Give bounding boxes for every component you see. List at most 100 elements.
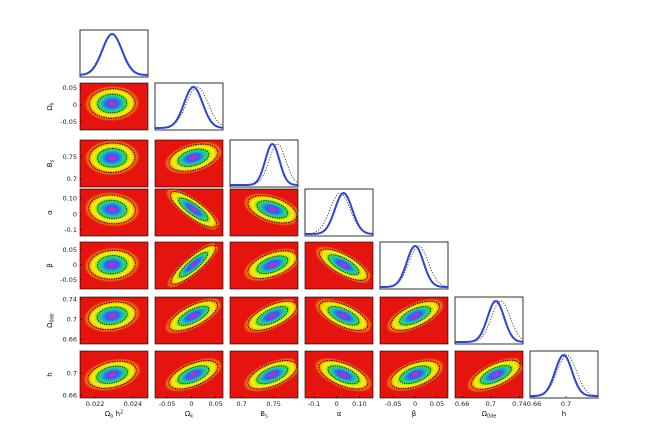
panel-beta-alpha	[304, 241, 374, 290]
panel-beta-ok	[154, 241, 224, 290]
panel-bs-obh2: 0.7 0.75	[63, 139, 149, 188]
density-blob	[167, 241, 220, 288]
panel-frame	[379, 296, 449, 345]
marginal-curve	[380, 245, 449, 288]
x-tick-label: 0.05	[208, 400, 222, 408]
y-tick-label: 0.05	[63, 84, 77, 92]
panel-frame	[304, 241, 374, 290]
y-tick-label: 0	[73, 210, 77, 218]
contour-inner	[97, 147, 128, 168]
contour-inner	[97, 93, 128, 114]
contour-inner	[178, 251, 209, 278]
x-tick-label: -0.05	[385, 400, 402, 408]
panel-h-h: 0.66 0.7	[527, 350, 599, 408]
contour-outer	[318, 300, 369, 332]
contour-inner	[327, 306, 360, 326]
panel-h-alpha: -0.1 0 0.10	[304, 350, 374, 408]
x-tick-label: 0.7	[236, 400, 246, 408]
marginal-curve	[455, 299, 524, 343]
col-label-ok: Ωk	[185, 410, 193, 420]
contour-outer	[87, 301, 137, 331]
density-blob	[243, 298, 301, 334]
contour-inner	[399, 306, 431, 326]
contour-outer	[247, 195, 298, 224]
panel-frame	[79, 188, 149, 237]
panel-grid: -0.05 0 0.05 0.7 0.75 -0.1 0 0.10 -0.05 0 0.05 0.66…	[60, 29, 599, 408]
panel-frame	[79, 350, 149, 399]
contour-inner	[177, 305, 210, 326]
panel-frame	[229, 241, 299, 290]
contour-inner	[177, 148, 210, 167]
contour-inner	[399, 365, 432, 385]
density-blob	[84, 299, 141, 333]
panel-ode-ok	[154, 296, 224, 345]
y-tick-label: 0.75	[63, 153, 77, 161]
panel-h-ode: 0.66 0.7 0.74	[454, 350, 527, 408]
x-tick-label: 0.7	[486, 400, 496, 408]
col-label-bs: Bs	[260, 410, 268, 420]
contour-outer	[318, 359, 369, 390]
contour-outer	[470, 359, 521, 390]
y-tick-label: -0.05	[60, 276, 77, 284]
x-tick-label: 0.66	[527, 400, 541, 408]
panel-ok-ok	[154, 82, 224, 131]
panel-h-bs: 0.7 0.75	[229, 350, 302, 408]
x-tick-label: 0.05	[430, 400, 444, 408]
panel-frame	[454, 350, 524, 399]
y-tick-label: 0.66	[63, 391, 77, 399]
density-blob	[85, 86, 140, 121]
x-tick-label: 0	[335, 400, 339, 408]
x-tick-label: 0.75	[266, 400, 280, 408]
x-tick-label: 0.74	[512, 400, 526, 408]
x-tick-label: 0.022	[86, 400, 105, 408]
contour-outer	[169, 190, 218, 228]
density-blob	[386, 358, 444, 392]
x-tick-label: 0.7	[561, 400, 571, 408]
panel-h-obh2: 0.022 0.024 0.66 0.7	[63, 350, 149, 408]
panel-ode-alpha	[304, 296, 374, 345]
contour-outer	[88, 249, 136, 280]
panel-bs-bs	[229, 139, 299, 188]
contour-inner	[256, 200, 289, 219]
panel-beta-obh2: -0.05 0 0.05	[60, 241, 149, 290]
row-axis-labels: Ωk Bs α β Ω0de h	[46, 102, 56, 376]
panel-h-beta: -0.05 0 0.05	[379, 350, 449, 408]
marginal-curve	[79, 32, 149, 76]
row-label-h: h	[46, 372, 54, 376]
y-tick-label: 0.05	[63, 246, 77, 254]
marginal-curve	[529, 354, 598, 397]
panel-ok-obh2: -0.05 0 0.05	[60, 82, 149, 131]
col-label-h: h	[562, 410, 566, 418]
col-label-alpha: α	[337, 410, 342, 418]
contour-outer	[170, 244, 217, 285]
col-label-beta: β	[412, 410, 416, 418]
contour-outer	[168, 359, 219, 390]
marginal-frame	[529, 350, 599, 399]
panel-frame	[154, 350, 224, 399]
panel-beta-beta	[379, 241, 449, 290]
marginal-frame	[304, 188, 374, 237]
panel-beta-bs	[229, 241, 302, 290]
contour-outer	[168, 143, 219, 172]
marginal-curve	[155, 85, 224, 129]
density-blob	[467, 357, 525, 392]
panel-obh2-obh2	[79, 29, 149, 78]
panel-h-ok: -0.05 0 0.05	[154, 350, 224, 408]
density-blob	[84, 192, 140, 227]
contour-outer	[88, 194, 136, 225]
density-blob	[314, 358, 373, 392]
contour-inner	[96, 306, 128, 326]
x-tick-label: -0.1	[308, 400, 321, 408]
density-blob	[386, 298, 444, 334]
panel-frame	[154, 139, 224, 188]
panel-frame	[79, 241, 149, 290]
x-tick-label: -0.05	[159, 400, 176, 408]
contour-outer	[168, 300, 219, 332]
contour-inner	[479, 365, 512, 385]
density-blob	[314, 298, 373, 334]
x-tick-label: 0	[413, 400, 417, 408]
panel-bs-ok	[154, 139, 224, 188]
panel-alpha-ok	[154, 188, 224, 237]
marginal-frame	[79, 29, 149, 78]
panel-frame	[79, 82, 149, 131]
